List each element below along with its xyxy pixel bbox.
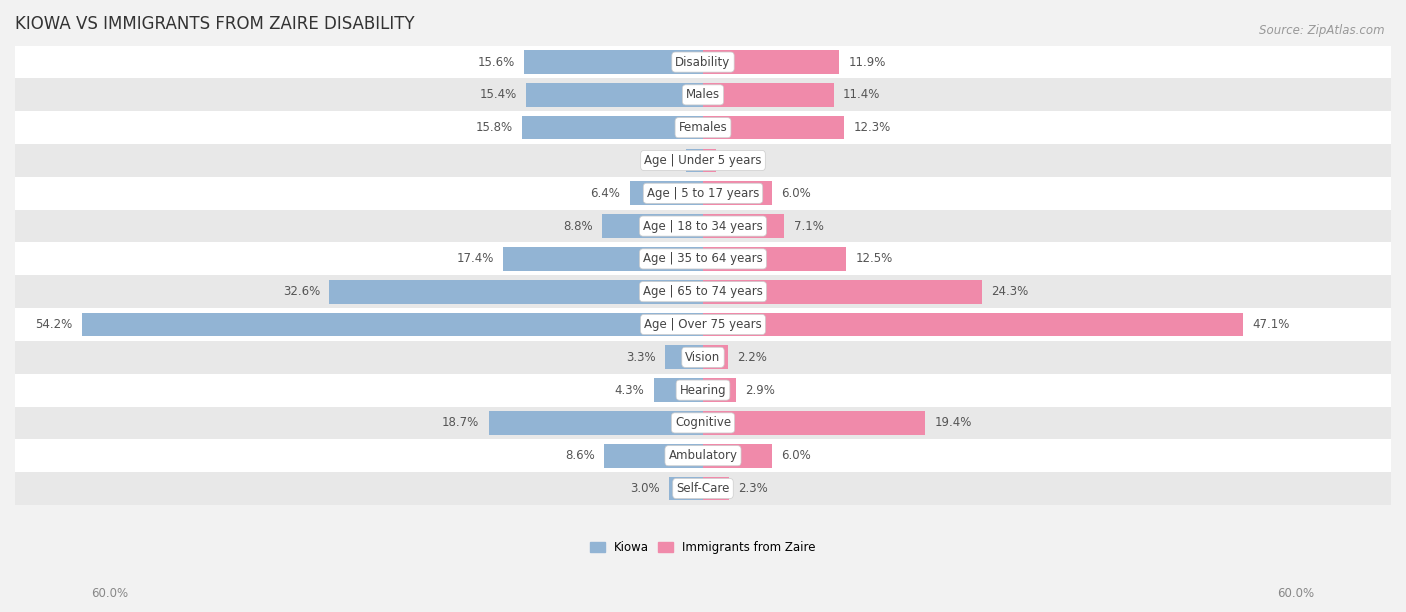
Bar (703, 214, 785, 238)
Text: 7.1%: 7.1% (793, 220, 824, 233)
Bar (15, 177, 1391, 210)
Bar (15, 78, 1391, 111)
Text: 17.4%: 17.4% (457, 252, 495, 266)
Text: 19.4%: 19.4% (935, 416, 972, 430)
Text: 54.2%: 54.2% (35, 318, 72, 331)
Bar (630, 182, 703, 205)
Text: Age | Over 75 years: Age | Over 75 years (644, 318, 762, 331)
Bar (669, 477, 703, 501)
Text: 60.0%: 60.0% (91, 587, 128, 600)
Text: 47.1%: 47.1% (1253, 318, 1289, 331)
Bar (703, 247, 846, 271)
Text: Males: Males (686, 88, 720, 102)
Bar (15, 242, 1391, 275)
Text: Disability: Disability (675, 56, 731, 69)
Text: 11.4%: 11.4% (842, 88, 880, 102)
Bar (524, 50, 703, 74)
Bar (503, 247, 703, 271)
Text: 6.0%: 6.0% (780, 449, 811, 462)
Text: 24.3%: 24.3% (991, 285, 1028, 298)
Bar (703, 313, 1243, 337)
Bar (602, 214, 703, 238)
Text: Self-Care: Self-Care (676, 482, 730, 495)
Text: 11.9%: 11.9% (849, 56, 886, 69)
Text: KIOWA VS IMMIGRANTS FROM ZAIRE DISABILITY: KIOWA VS IMMIGRANTS FROM ZAIRE DISABILIT… (15, 15, 415, 33)
Text: 32.6%: 32.6% (283, 285, 321, 298)
Bar (654, 378, 703, 402)
Bar (703, 280, 981, 304)
Bar (15, 46, 1391, 78)
Text: 3.0%: 3.0% (630, 482, 659, 495)
Text: 1.5%: 1.5% (647, 154, 676, 167)
Bar (665, 346, 703, 369)
Bar (703, 182, 772, 205)
Text: 15.4%: 15.4% (479, 88, 517, 102)
Bar (703, 444, 772, 468)
Bar (703, 477, 730, 501)
Text: 15.8%: 15.8% (475, 121, 513, 134)
Text: Vision: Vision (685, 351, 721, 364)
Text: 12.3%: 12.3% (853, 121, 890, 134)
Bar (329, 280, 703, 304)
Text: Age | 65 to 74 years: Age | 65 to 74 years (643, 285, 763, 298)
Bar (15, 144, 1391, 177)
Bar (526, 83, 703, 106)
Text: Age | 35 to 64 years: Age | 35 to 64 years (643, 252, 763, 266)
Text: 15.6%: 15.6% (478, 56, 515, 69)
Bar (703, 346, 728, 369)
Text: 6.0%: 6.0% (780, 187, 811, 200)
Bar (703, 83, 834, 106)
Text: 12.5%: 12.5% (855, 252, 893, 266)
Text: 1.1%: 1.1% (724, 154, 755, 167)
Bar (703, 50, 839, 74)
Text: Cognitive: Cognitive (675, 416, 731, 430)
Text: 2.9%: 2.9% (745, 384, 775, 397)
Text: Age | 18 to 34 years: Age | 18 to 34 years (643, 220, 763, 233)
Text: Source: ZipAtlas.com: Source: ZipAtlas.com (1260, 24, 1385, 37)
Text: 6.4%: 6.4% (591, 187, 620, 200)
Bar (686, 149, 703, 173)
Text: 8.8%: 8.8% (564, 220, 593, 233)
Bar (703, 149, 716, 173)
Text: Hearing: Hearing (679, 384, 727, 397)
Bar (488, 411, 703, 435)
Bar (15, 406, 1391, 439)
Bar (15, 341, 1391, 374)
Text: 4.3%: 4.3% (614, 384, 644, 397)
Bar (703, 378, 737, 402)
Bar (15, 275, 1391, 308)
Text: 2.2%: 2.2% (737, 351, 768, 364)
Bar (605, 444, 703, 468)
Text: Age | Under 5 years: Age | Under 5 years (644, 154, 762, 167)
Text: 2.3%: 2.3% (738, 482, 768, 495)
Bar (15, 439, 1391, 472)
Bar (15, 374, 1391, 406)
Bar (15, 472, 1391, 505)
Text: 18.7%: 18.7% (441, 416, 479, 430)
Bar (82, 313, 703, 337)
Legend: Kiowa, Immigrants from Zaire: Kiowa, Immigrants from Zaire (586, 536, 820, 559)
Text: 3.3%: 3.3% (626, 351, 657, 364)
Text: 60.0%: 60.0% (1278, 587, 1315, 600)
Text: Females: Females (679, 121, 727, 134)
Bar (15, 210, 1391, 242)
Bar (522, 116, 703, 140)
Bar (703, 116, 844, 140)
Text: Ambulatory: Ambulatory (668, 449, 738, 462)
Text: Age | 5 to 17 years: Age | 5 to 17 years (647, 187, 759, 200)
Bar (15, 111, 1391, 144)
Bar (15, 308, 1391, 341)
Bar (703, 411, 925, 435)
Text: 8.6%: 8.6% (565, 449, 595, 462)
